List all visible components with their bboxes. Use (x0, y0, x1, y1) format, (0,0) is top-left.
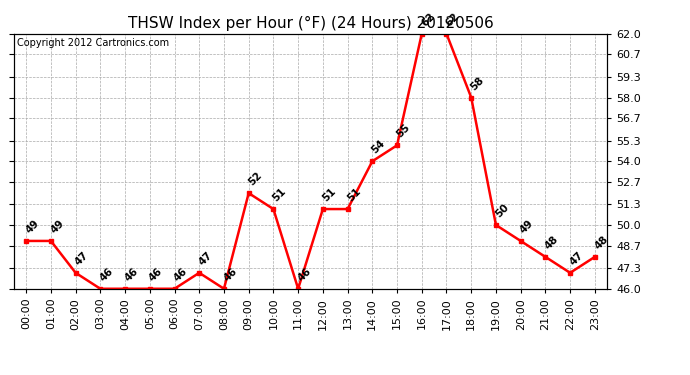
Text: 46: 46 (123, 266, 140, 283)
Text: 46: 46 (172, 266, 190, 283)
Text: 49: 49 (23, 218, 41, 236)
Text: 55: 55 (395, 122, 412, 140)
Text: 46: 46 (221, 266, 239, 283)
Text: 47: 47 (73, 250, 90, 267)
Text: 51: 51 (320, 186, 337, 204)
Text: 48: 48 (543, 234, 560, 251)
Text: Copyright 2012 Cartronics.com: Copyright 2012 Cartronics.com (17, 38, 169, 48)
Text: 54: 54 (370, 138, 387, 156)
Title: THSW Index per Hour (°F) (24 Hours) 20120506: THSW Index per Hour (°F) (24 Hours) 2012… (128, 16, 493, 31)
Text: 51: 51 (271, 186, 288, 204)
Text: 47: 47 (568, 250, 585, 267)
Text: 58: 58 (469, 75, 486, 92)
Text: 47: 47 (197, 250, 215, 267)
Text: 52: 52 (246, 170, 264, 188)
Text: 49: 49 (518, 218, 535, 236)
Text: 62: 62 (444, 11, 462, 28)
Text: 46: 46 (148, 266, 165, 283)
Text: 62: 62 (420, 11, 437, 28)
Text: 51: 51 (345, 186, 362, 204)
Text: 46: 46 (296, 266, 313, 283)
Text: 50: 50 (493, 202, 511, 219)
Text: 49: 49 (48, 218, 66, 236)
Text: 46: 46 (98, 266, 115, 283)
Text: 48: 48 (592, 234, 610, 251)
